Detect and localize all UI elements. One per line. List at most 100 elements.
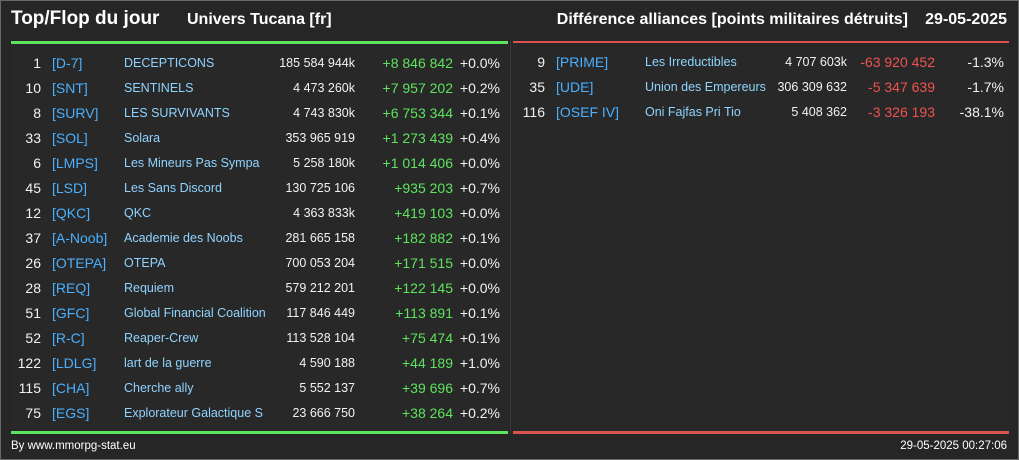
rank-cell: 37 [25, 229, 41, 246]
universe-label: Univers Tucana [fr] [187, 11, 332, 28]
rank-cell: 115 [18, 379, 41, 396]
percent-change: -38.1% [959, 103, 1004, 120]
ranking-date: 29-05-2025 [925, 11, 1007, 28]
percent-change: +0.7% [459, 179, 500, 196]
rank-cell: 1 [33, 54, 41, 71]
points-cell: 306 309 632 [777, 79, 847, 94]
top-row: 12 [QKC] QKC 4 363 833k +419 103 +0.0% [11, 200, 508, 225]
alliance-tag: [LDLG] [52, 354, 97, 371]
alliance-tag: [D-7] [52, 54, 83, 71]
alliance-name: LES SURVIVANTS [124, 105, 230, 120]
percent-change: +0.1% [459, 104, 500, 121]
alliance-name: Solara [124, 130, 161, 145]
alliance-tag: [A-Noob] [52, 229, 108, 246]
top-row: 51 [GFC] Global Financial Coalition 117 846… [11, 300, 508, 325]
points-cell: 130 725 106 [285, 180, 355, 195]
top-row: 6 [LMPS] Les Mineurs Pas Sympa 5 258 180k +1… [11, 150, 508, 175]
top-row: 33 [SOL] Solara 353 965 919 +1 273 439 +0.4% [11, 125, 508, 150]
rank-cell: 52 [25, 329, 41, 346]
percent-change: +0.0% [459, 154, 500, 171]
top-row: 115 [CHA] Cherche ally 5 552 137 +39 696 +0.7… [11, 375, 508, 400]
percent-change: +0.4% [459, 129, 500, 146]
top-row: 26 [OTEPA] OTEPA 700 053 204 +171 515 +0.0% [11, 250, 508, 275]
alliance-tag: [GFC] [52, 304, 90, 321]
points-cell: 5 408 362 [791, 104, 847, 119]
points-cell: 700 053 204 [285, 255, 355, 270]
percent-change: +0.0% [459, 204, 500, 221]
difference-cell: +113 891 [395, 304, 453, 321]
alliance-name: lart de la guerre [124, 355, 212, 370]
difference-cell: +1 014 406 [382, 154, 453, 171]
difference-cell: +419 103 [394, 204, 453, 221]
alliance-tag: [R-C] [52, 329, 85, 346]
rank-cell: 10 [25, 79, 41, 96]
rank-cell: 122 [17, 354, 41, 371]
flop-row: 116 [OSEF IV] Oni Fajfas Pri Tio 5 408 362-… [513, 99, 1009, 124]
top-gainers-panel: 1 [D-7] DECEPTICONS 185 584 944k +8 846 842 +… [11, 41, 508, 434]
rank-cell: 45 [25, 179, 41, 196]
alliance-tag: [EGS] [52, 404, 90, 421]
top-row: 37 [A-Noob] Academie des Noobs 281 665 158 +… [11, 225, 508, 250]
page-title: Top/Flop du jour [11, 8, 160, 29]
difference-cell: +7 957 202 [382, 79, 453, 96]
top-row: 52 [R-C] Reaper-Crew 113 528 104 +75 474 +0.1… [11, 325, 508, 350]
percent-change: +0.1% [459, 304, 500, 321]
alliance-name: Cherche ally [124, 380, 194, 395]
points-cell: 4 743 830k [293, 105, 355, 120]
top-row: 75 [EGS] Explorateur Galactique S 23 666 75… [11, 400, 508, 425]
percent-change: +0.0% [459, 54, 500, 71]
percent-change: +0.1% [459, 229, 500, 246]
alliance-tag: [PRIME] [556, 53, 609, 70]
alliance-tag: [SURV] [52, 104, 99, 121]
percent-change: +0.0% [459, 279, 500, 296]
panel-divider [510, 41, 511, 434]
percent-change: -1.7% [967, 78, 1004, 95]
rank-cell: 51 [25, 304, 41, 321]
alliance-name: Les Mineurs Pas Sympa [124, 155, 260, 170]
points-cell: 4 473 260k [293, 80, 355, 95]
generated-timestamp: 29-05-2025 00:27:06 [900, 440, 1007, 452]
rank-cell: 26 [25, 254, 41, 271]
alliance-tag: [SNT] [52, 79, 88, 96]
rank-cell: 28 [25, 279, 41, 296]
percent-change: +0.1% [459, 329, 500, 346]
alliance-tag: [REQ] [52, 279, 91, 296]
alliance-name: OTEPA [124, 255, 166, 270]
source-credit: By www.mmorpg-stat.eu [11, 440, 136, 452]
points-cell: 4 590 188 [299, 355, 355, 370]
difference-cell: -63 920 452 [860, 53, 935, 70]
alliance-tag: [OTEPA] [52, 254, 107, 271]
difference-cell: -3 326 193 [868, 103, 935, 120]
top-row: 122 [LDLG] lart de la guerre 4 590 188 +44 1… [11, 350, 508, 375]
rank-cell: 6 [33, 154, 41, 171]
alliance-name: Academie des Noobs [124, 230, 243, 245]
top-row: 28 [REQ] Requiem 579 212 201 +122 145 +0.0% [11, 275, 508, 300]
alliance-name: Requiem [124, 280, 175, 295]
points-cell: 5 552 137 [299, 380, 355, 395]
top-row: 1 [D-7] DECEPTICONS 185 584 944k +8 846 842 +… [11, 50, 508, 75]
alliance-name: Global Financial Coalition [124, 305, 266, 320]
alliance-name: SENTINELS [124, 80, 194, 95]
alliance-name: DECEPTICONS [124, 55, 215, 70]
top-row: 45 [LSD] Les Sans Discord 130 725 106 +935 2… [11, 175, 508, 200]
flop-row: 9 [PRIME] Les Irreductibles 4 707 603k -63 9… [513, 49, 1009, 74]
top-row: 10 [SNT] SENTINELS 4 473 260k +7 957 202 +0.2… [11, 75, 508, 100]
percent-change: +0.2% [459, 404, 500, 421]
difference-cell: +6 753 344 [382, 104, 453, 121]
alliance-tag: [LMPS] [52, 154, 98, 171]
points-cell: 23 666 750 [292, 405, 355, 420]
points-cell: 5 258 180k [293, 155, 355, 170]
alliance-name: QKC [124, 205, 152, 220]
percent-change: +0.0% [459, 254, 500, 271]
points-cell: 281 665 158 [285, 230, 355, 245]
alliance-tag: [CHA] [52, 379, 90, 396]
points-cell: 113 528 104 [286, 330, 355, 345]
difference-cell: +44 189 [402, 354, 453, 371]
difference-cell: +182 882 [394, 229, 453, 246]
rank-cell: 33 [25, 129, 41, 146]
rank-cell: 9 [537, 53, 545, 70]
alliance-tag: [QKC] [52, 204, 91, 221]
difference-cell: -5 347 639 [868, 78, 935, 95]
difference-cell: +935 203 [394, 179, 453, 196]
alliance-tag: [UDE] [556, 78, 594, 95]
